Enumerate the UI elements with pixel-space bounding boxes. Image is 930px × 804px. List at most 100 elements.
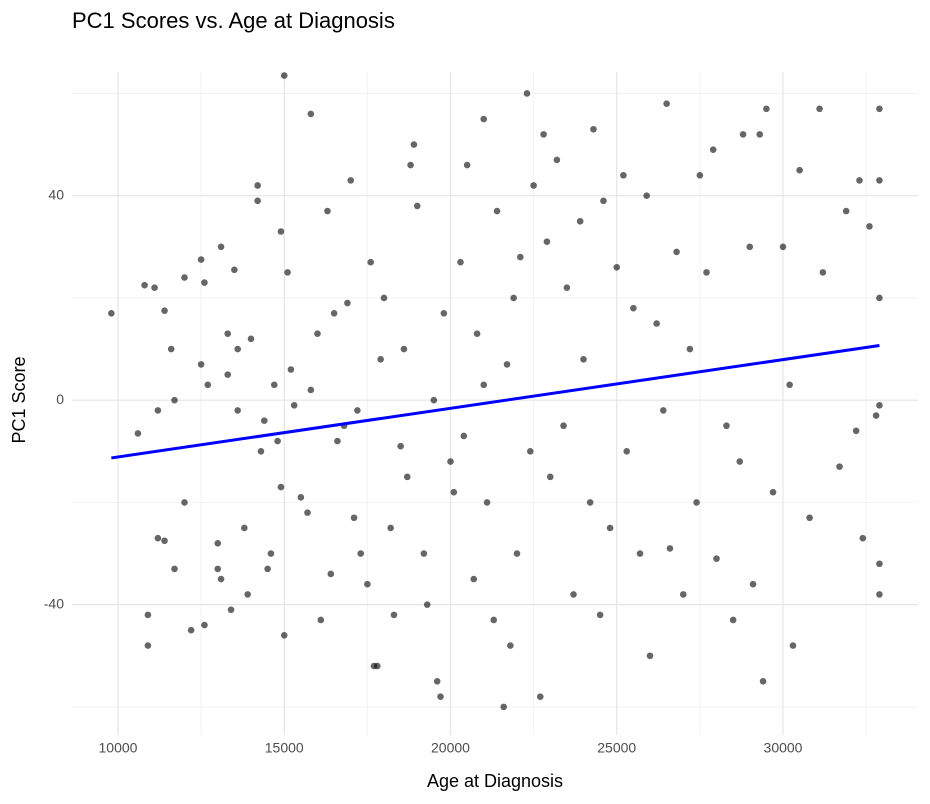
point [364, 580, 371, 588]
point [480, 381, 488, 389]
point [570, 591, 577, 598]
point [606, 524, 614, 532]
point [433, 678, 441, 685]
point [576, 217, 584, 225]
point [756, 131, 764, 138]
point [247, 335, 255, 343]
point [387, 524, 394, 532]
point [876, 591, 883, 598]
point [852, 427, 860, 435]
point [636, 550, 644, 557]
point [423, 601, 431, 608]
point [856, 177, 863, 184]
point [463, 161, 471, 169]
point [709, 146, 717, 153]
point [580, 355, 587, 363]
point [307, 110, 315, 118]
point [154, 407, 162, 414]
point [254, 197, 261, 205]
point [630, 304, 637, 312]
point [257, 447, 265, 455]
point [563, 284, 571, 292]
point [796, 166, 803, 174]
point [806, 514, 813, 522]
point [277, 483, 285, 491]
point [876, 177, 883, 184]
point [217, 575, 225, 583]
point [536, 693, 544, 700]
point [254, 182, 261, 189]
point [197, 361, 205, 368]
point [546, 473, 554, 481]
point [470, 575, 478, 583]
point [493, 207, 501, 215]
point [876, 560, 883, 568]
point [231, 266, 238, 274]
point [659, 407, 667, 414]
point [234, 407, 241, 414]
point [197, 256, 205, 263]
point [284, 269, 291, 276]
point [171, 396, 178, 404]
point [377, 355, 384, 363]
point [330, 309, 338, 317]
point [673, 248, 680, 256]
point [450, 488, 458, 496]
y-tick-label: -40 [44, 595, 64, 611]
point [713, 555, 720, 562]
point [407, 161, 414, 169]
point [410, 141, 418, 148]
point [420, 550, 428, 557]
point [819, 269, 827, 276]
point [390, 611, 398, 619]
point [144, 642, 152, 649]
point [876, 105, 883, 113]
point [214, 565, 222, 573]
point [739, 131, 747, 138]
point [403, 473, 411, 481]
point [473, 330, 481, 338]
y-tick-label: 40 [48, 186, 64, 202]
point [510, 294, 517, 302]
point [154, 534, 162, 542]
point [457, 258, 464, 266]
point [789, 642, 797, 649]
x-tick-label: 25000 [597, 740, 636, 756]
point [108, 309, 115, 317]
point [297, 494, 305, 501]
point [620, 171, 627, 179]
point [872, 412, 880, 419]
point [141, 281, 148, 289]
point [181, 274, 188, 281]
point [201, 621, 208, 629]
point [763, 105, 770, 113]
point [866, 223, 873, 230]
point [540, 131, 547, 138]
point [693, 499, 700, 506]
point [290, 401, 298, 409]
point [836, 463, 843, 470]
point [201, 279, 208, 286]
point [596, 611, 604, 619]
point [480, 115, 488, 123]
point [264, 565, 271, 573]
point [696, 171, 704, 179]
point [274, 437, 281, 445]
point [746, 243, 754, 251]
point [277, 228, 285, 235]
point [517, 253, 524, 261]
point [214, 540, 222, 547]
point [686, 345, 694, 353]
point [354, 407, 361, 414]
point [400, 345, 408, 353]
point [227, 606, 235, 614]
point [663, 100, 670, 107]
point [503, 361, 511, 368]
x-tick-label: 15000 [265, 740, 304, 756]
point [347, 177, 355, 184]
x-tick-label: 30000 [764, 740, 803, 756]
point [613, 263, 621, 271]
point [241, 524, 248, 532]
point [749, 580, 757, 588]
